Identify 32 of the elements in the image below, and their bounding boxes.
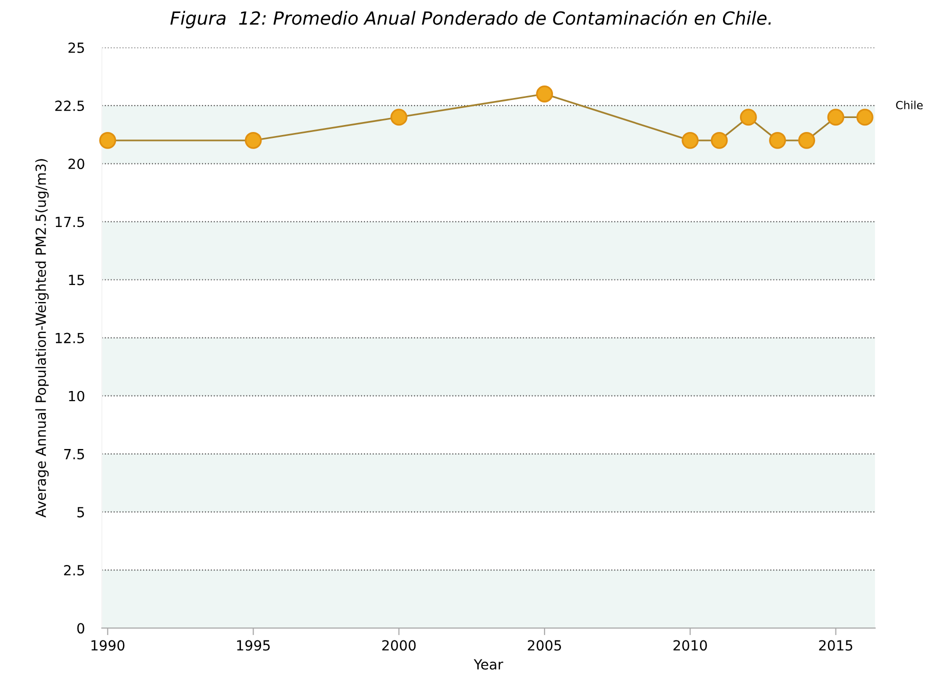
- y-tick-label: 20: [68, 158, 84, 170]
- text: Chile: [896, 100, 923, 110]
- x-tick-label: 2010: [674, 640, 707, 651]
- y-axis-title: Average Annual Population-Weighted PM2.5(ug/m3): [35, 159, 49, 518]
- point: [682, 132, 699, 149]
- y-tick-label: 5: [77, 507, 84, 518]
- y-tick-label: 2.5: [64, 564, 84, 576]
- y-tick-label: 10: [69, 390, 84, 402]
- x-tick-label: 2000: [382, 640, 416, 651]
- y-tick-label: 7.5: [64, 449, 84, 460]
- point: [798, 132, 816, 149]
- y-tick-label: 25: [68, 42, 84, 54]
- y-tick-label: 0: [77, 623, 84, 634]
- x-tick-label: 1995: [237, 640, 270, 651]
- point: [740, 108, 757, 126]
- y-tick-label: 12.5: [56, 332, 84, 344]
- y-tick-label: 22.5: [55, 100, 84, 112]
- x-axis-title: Year: [474, 659, 504, 670]
- x-tick-label: 2005: [528, 640, 561, 651]
- x-tick-label: 1990: [92, 640, 124, 651]
- point: [536, 86, 554, 102]
- chart-title: Figura 12: Promedio Anual Ponderado de Contaminación en Chile.: [170, 10, 771, 28]
- point: [769, 132, 786, 149]
- point: [244, 132, 262, 149]
- x-tick-label: 2015: [819, 640, 852, 651]
- point: [856, 108, 874, 126]
- point: [99, 132, 116, 149]
- y-tick-label: 17.5: [56, 216, 84, 228]
- y-tick-label: 15: [69, 274, 84, 286]
- point: [710, 132, 728, 149]
- point: [827, 108, 844, 126]
- point: [390, 108, 408, 126]
